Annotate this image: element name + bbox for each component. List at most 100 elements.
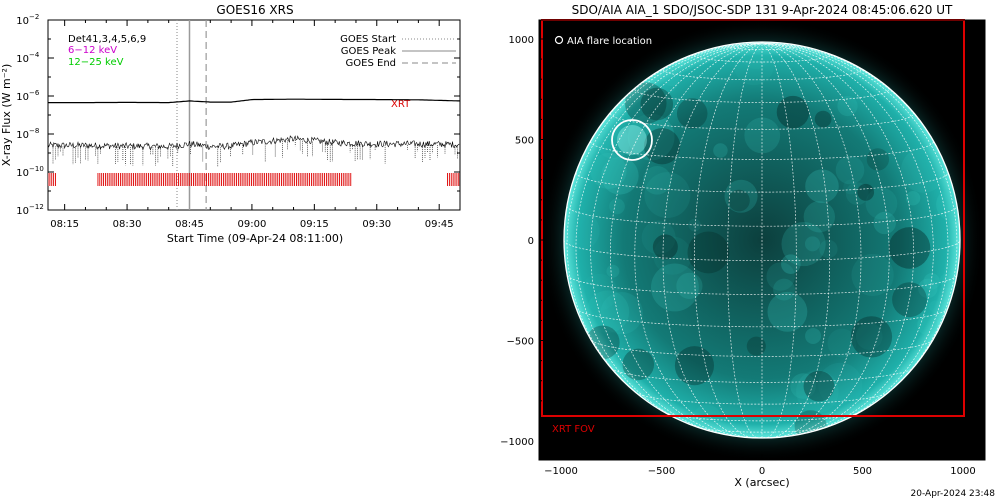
longitude-line	[634, 42, 763, 438]
flare-legend-icon	[554, 35, 564, 45]
active-region-glow	[586, 290, 630, 333]
longitude-line	[761, 42, 797, 439]
series-lower-flux-noise	[52, 140, 458, 167]
coronal-dark-patch	[640, 87, 674, 121]
y-tick-label: 10	[16, 206, 29, 217]
coronal-dark-patch	[652, 234, 678, 260]
active-region-glow	[650, 263, 699, 312]
active-region-glow	[642, 166, 672, 195]
xrt-fov-label: XRT FOV	[552, 424, 595, 435]
series-upper-flux	[48, 98, 460, 104]
y-tick-exponent: −10	[29, 165, 44, 173]
flare-location-marker	[611, 119, 653, 161]
active-region-glow	[590, 152, 627, 190]
coronal-dark-patch	[687, 231, 730, 274]
band-label-6-12kev: 6−12 keV	[68, 45, 117, 56]
y-tick-label: 10	[16, 130, 29, 141]
active-region-glow	[580, 273, 618, 311]
y-tick-exponent: −12	[29, 203, 44, 211]
active-region-glow	[767, 291, 808, 332]
active-region-glow	[724, 179, 758, 213]
active-region-glow	[641, 220, 676, 255]
xrt-label: XRT	[391, 99, 411, 110]
active-region-glow	[804, 236, 821, 252]
x-tick-label: 09:15	[300, 219, 329, 230]
active-region-glow	[917, 314, 938, 336]
band-label-detectors: Det41,3,4,5,6,9	[68, 34, 146, 45]
goes-plot-area	[48, 20, 460, 210]
active-region-glow	[918, 278, 938, 299]
longitude-line	[609, 42, 763, 436]
aia-x-tick-label: 1000	[950, 466, 975, 477]
active-region-glow	[865, 187, 898, 220]
longitude-line	[761, 42, 890, 438]
aia-x-tick-label: −1000	[544, 466, 578, 477]
coronal-dark-patch	[643, 128, 681, 165]
coronal-dark-patch	[728, 189, 750, 212]
goes-legend: GOES Start GOES Peak GOES End	[340, 34, 456, 69]
active-region-glow	[805, 169, 839, 203]
active-region-glow	[606, 264, 620, 278]
x-tick-label: 09:00	[238, 219, 267, 230]
aia-title: SDO/AIA AIA_1 SDO/JSOC-SDP 131 9-Apr-202…	[572, 3, 953, 17]
y-tick-exponent: −8	[29, 127, 39, 135]
active-region-glow	[564, 211, 600, 251]
goes-x-axis: 08:15 08:30 08:45 09:00 09:15 09:30 09:45	[50, 20, 461, 230]
aia-x-tick-label: 0	[759, 466, 765, 477]
y-tick-label: 10	[16, 168, 29, 179]
active-region-glow	[766, 262, 795, 291]
heliographic-grid	[563, 41, 961, 439]
active-region-glow	[855, 323, 883, 350]
longitude-line	[727, 42, 763, 439]
flare-brightening	[617, 125, 647, 155]
goes-title: GOES16 XRS	[216, 3, 293, 17]
series-lower-flux	[48, 135, 460, 151]
coronal-dark-patch	[803, 370, 835, 402]
flare-legend-label: AIA flare location	[567, 36, 652, 47]
active-region-glow	[805, 327, 822, 344]
active-region-glow	[790, 373, 816, 399]
active-region-glow	[803, 201, 836, 233]
active-region-glow	[676, 272, 703, 299]
active-region-glow	[740, 42, 771, 70]
aia-y-tick-label: 500	[515, 136, 534, 147]
aia-y-tick-label: 1000	[509, 35, 534, 46]
coronal-dark-patch	[776, 95, 810, 129]
aia-y-tick-label: −500	[507, 337, 534, 348]
active-region-glow	[781, 221, 826, 267]
coronal-dark-patch	[676, 98, 708, 129]
active-region-glow	[597, 126, 630, 160]
active-region-glow	[900, 147, 947, 193]
xrt-observation-ticks	[48, 173, 460, 186]
longitude-line	[590, 42, 763, 436]
latitude-line	[693, 54, 831, 63]
active-region-glow	[827, 328, 857, 358]
coronal-dark-patch	[866, 148, 890, 171]
latitude-line	[727, 45, 797, 51]
aia-axes: −1000 −500 0 500 1000 1000 500 0 −500 −1000	[500, 35, 976, 477]
latitude-line	[567, 275, 957, 295]
x-tick-label: 08:15	[50, 219, 79, 230]
legend-goes-peak-label: GOES Peak	[341, 46, 396, 57]
x-tick-label: 08:30	[113, 219, 142, 230]
aia-x-tick-label: 500	[853, 466, 872, 477]
longitude-line	[761, 42, 949, 430]
aia-x-axis-label: X (arcsec)	[734, 476, 789, 489]
y-tick-exponent: −2	[29, 13, 39, 21]
solar-limb	[563, 41, 961, 439]
coronal-dark-patch	[857, 183, 875, 201]
latitude-line	[563, 239, 961, 262]
latitude-line	[662, 69, 862, 81]
active-region-glow	[873, 211, 896, 235]
y-tick-label: 10	[16, 54, 29, 65]
band-label-12-25kev: 12−25 keV	[68, 57, 124, 68]
goes-y-axis-label: X-ray Flux (W m⁻²)	[0, 64, 13, 166]
x-tick-label: 08:45	[175, 219, 204, 230]
longitude-line	[761, 42, 831, 438]
active-region-glow	[713, 143, 728, 158]
x-tick-label: 09:45	[425, 219, 454, 230]
legend-goes-end-label: GOES End	[346, 58, 396, 69]
